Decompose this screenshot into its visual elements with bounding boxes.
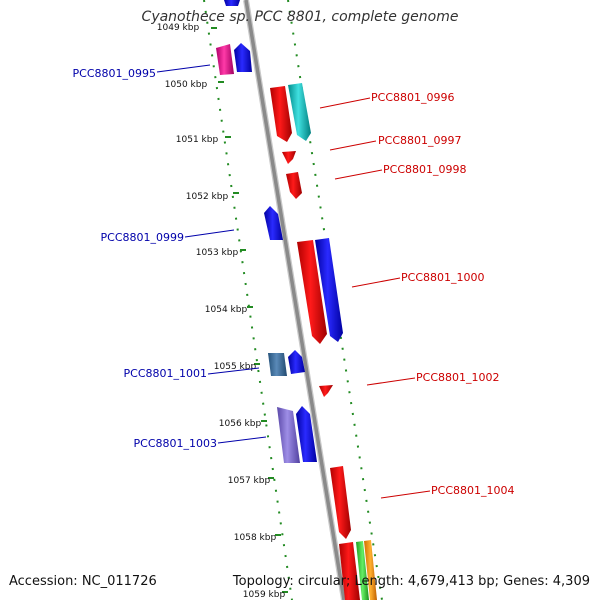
gene-arrow[interactable] (356, 541, 369, 600)
gene-label-pcc8801-0996[interactable]: PCC8801_0996 (371, 91, 454, 104)
tick-label: 1059 kbp (243, 590, 286, 600)
gene-arrow[interactable] (268, 353, 287, 376)
major-ticks (211, 27, 288, 593)
tick-label: 1053 kbp (196, 248, 239, 258)
gene-label-pcc8801-0999[interactable]: PCC8801_0999 (101, 231, 184, 244)
reverse-strand-genes (216, 0, 317, 463)
gene-label-pcc8801-0997[interactable]: PCC8801_0997 (378, 134, 461, 147)
gene-arrow[interactable] (319, 385, 333, 397)
gene-arrow[interactable] (288, 350, 305, 374)
gene-arrow[interactable] (315, 238, 343, 342)
gene-arrow[interactable] (282, 151, 296, 164)
tick-label: 1049 kbp (157, 23, 200, 33)
label-connectors (156, 64, 431, 499)
reverse-gene-labels: PCC8801_0995 PCC8801_0999 PCC8801_1001 P… (73, 67, 217, 450)
gene-arrow[interactable] (270, 86, 292, 142)
tick-label: 1051 kbp (176, 135, 219, 145)
gene-arrow[interactable] (297, 240, 327, 344)
forward-gene-labels: PCC8801_0996 PCC8801_0997 PCC8801_0998 P… (371, 91, 514, 497)
genome-backbone-core (244, 0, 346, 600)
forward-strand-genes (270, 83, 377, 600)
tick-label: 1057 kbp (228, 476, 271, 486)
gene-arrow[interactable] (264, 206, 283, 240)
gene-label-pcc8801-1004[interactable]: PCC8801_1004 (431, 484, 514, 497)
gene-arrow[interactable] (234, 43, 252, 72)
map-title: Cyanothece sp. PCC 8801, complete genome (141, 9, 459, 25)
tick-labels: 1049 kbp 1050 kbp 1051 kbp 1052 kbp 1053… (157, 23, 286, 600)
gene-label-pcc8801-1001[interactable]: PCC8801_1001 (124, 367, 207, 380)
gene-label-pcc8801-0995[interactable]: PCC8801_0995 (73, 67, 156, 80)
gene-label-pcc8801-0998[interactable]: PCC8801_0998 (383, 163, 466, 176)
tick-label: 1055 kbp (214, 362, 257, 372)
tick-label: 1052 kbp (186, 192, 229, 202)
accession-text: Accession: NC_011726 (9, 574, 157, 589)
tick-label: 1056 kbp (219, 419, 262, 429)
gene-arrow[interactable] (288, 83, 311, 141)
genome-summary-text: Topology: circular; Length: 4,679,413 bp… (232, 574, 590, 589)
gene-arrow[interactable] (339, 542, 360, 600)
gene-arrow[interactable] (364, 540, 377, 600)
gene-arrow[interactable] (224, 0, 240, 6)
gene-arrow[interactable] (286, 172, 302, 199)
gene-label-pcc8801-1003[interactable]: PCC8801_1003 (134, 437, 217, 450)
gene-label-pcc8801-1002[interactable]: PCC8801_1002 (416, 371, 499, 384)
gene-label-pcc8801-1000[interactable]: PCC8801_1000 (401, 271, 484, 284)
gene-arrow[interactable] (277, 407, 300, 463)
tick-track-right (287, 0, 383, 600)
tick-label: 1054 kbp (205, 305, 248, 315)
tick-label: 1058 kbp (234, 533, 277, 543)
gene-arrow[interactable] (216, 44, 234, 75)
gene-arrow[interactable] (330, 466, 351, 539)
tick-label: 1050 kbp (165, 80, 208, 90)
gene-arrow[interactable] (296, 406, 317, 462)
